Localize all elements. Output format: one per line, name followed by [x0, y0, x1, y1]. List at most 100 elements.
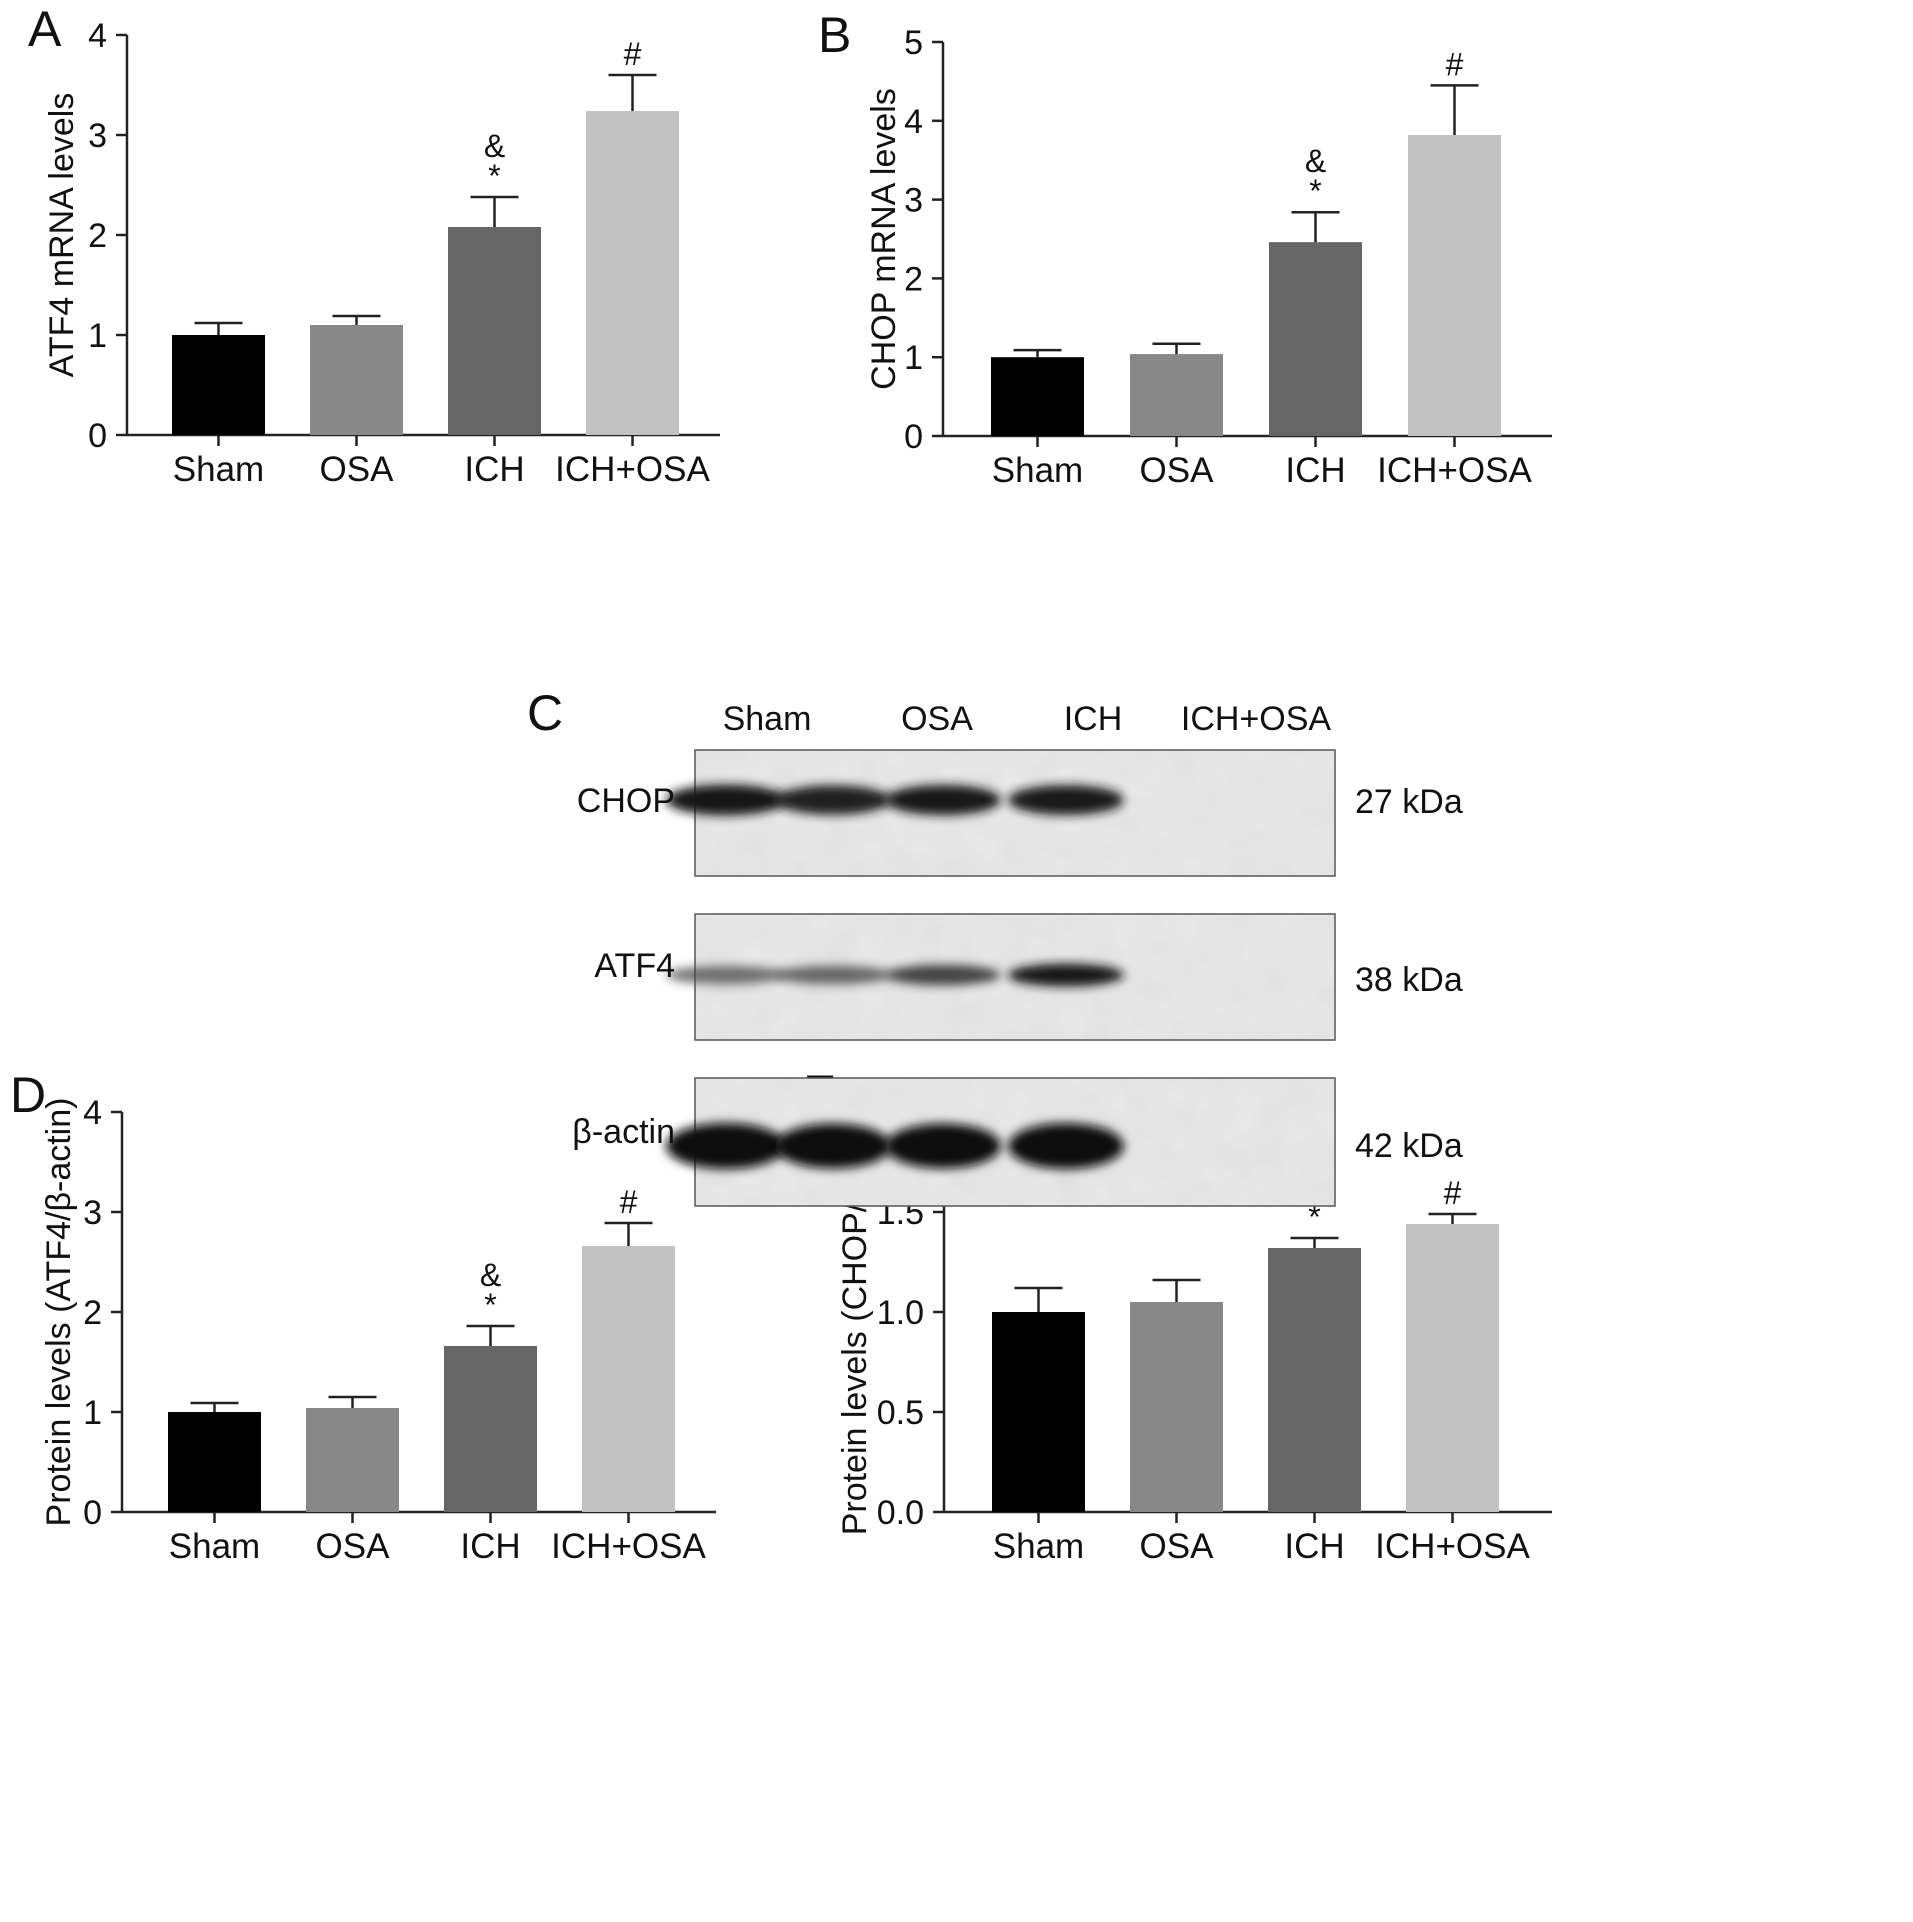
significance-marker: & [1305, 143, 1326, 179]
significance-marker: * [488, 158, 500, 194]
lane-label: OSA [901, 700, 973, 738]
x-tick-label: ICH+OSA [555, 450, 710, 489]
blot-strip-1: ATF4 38 kDa [594, 913, 1463, 1041]
y-tick-label: 0.0 [877, 1494, 924, 1532]
bar-ich-osa [582, 1246, 675, 1512]
y-tick-label: 2 [904, 260, 923, 298]
x-tick-label: OSA [320, 450, 395, 489]
protein-band [666, 965, 786, 985]
x-tick-label: Sham [993, 1527, 1084, 1566]
y-axis-label: CHOP mRNA levels [865, 88, 903, 390]
blot-row-label: ATF4 [594, 947, 675, 985]
y-tick-label: 4 [904, 103, 923, 141]
x-tick-label: Sham [992, 451, 1083, 490]
y-tick-label: 1.0 [877, 1294, 924, 1332]
y-tick-label: 0 [904, 418, 923, 456]
molecular-weight-label: 38 kDa [1355, 961, 1463, 999]
y-tick-label: 0 [83, 1494, 102, 1532]
significance-marker: # [624, 36, 642, 72]
significance-marker: # [1444, 1175, 1462, 1211]
y-tick-label: 2 [88, 217, 107, 255]
molecular-weight-label: 42 kDa [1355, 1127, 1463, 1165]
protein-band [885, 1123, 1001, 1169]
panel-letter: D [10, 1067, 46, 1123]
protein-band [1008, 963, 1124, 987]
bar-ich-osa [1406, 1224, 1499, 1512]
bar-ich-osa [1408, 134, 1501, 436]
bar-sham [172, 335, 265, 435]
protein-band [885, 784, 1001, 816]
x-tick-label: ICH [1285, 451, 1345, 490]
x-tick-label: Sham [169, 1527, 260, 1566]
panel-letter: B [818, 7, 851, 63]
x-tick-label: OSA [1140, 1527, 1215, 1566]
x-tick-label: OSA [1140, 451, 1215, 490]
bar-sham [168, 1412, 261, 1512]
protein-band [666, 1123, 786, 1169]
x-tick-label: ICH [460, 1527, 520, 1566]
lane-label: ICH+OSA [1181, 700, 1332, 738]
significance-marker: * [484, 1287, 496, 1323]
blot-row-label: β-actin [572, 1113, 675, 1151]
bar-sham [992, 1312, 1085, 1512]
y-tick-label: 0 [88, 417, 107, 455]
significance-marker: & [484, 128, 505, 164]
significance-marker: * [1309, 173, 1321, 209]
x-tick-label: OSA [316, 1527, 391, 1566]
y-tick-label: 3 [88, 117, 107, 155]
y-tick-label: 4 [88, 17, 107, 55]
bar-osa [310, 325, 403, 435]
lane-label: Sham [723, 700, 812, 738]
significance-marker: & [480, 1257, 501, 1293]
protein-band [885, 964, 1001, 986]
y-tick-label: 3 [83, 1194, 102, 1232]
bar-ich-osa [586, 111, 679, 435]
x-tick-label: Sham [173, 450, 264, 489]
blot-strip-0: CHOP 27 kDa [577, 749, 1463, 877]
bar-osa [1130, 1302, 1223, 1512]
y-tick-label: 1 [904, 339, 923, 377]
y-axis-label: ATF4 mRNA levels [43, 93, 81, 378]
lane-label: ICH [1064, 700, 1123, 738]
bar-osa [306, 1408, 399, 1512]
x-tick-label: ICH+OSA [1375, 1527, 1530, 1566]
y-tick-label: 3 [904, 182, 923, 220]
bar-sham [991, 357, 1084, 436]
significance-marker: # [1446, 46, 1464, 82]
x-tick-label: ICH [1284, 1527, 1344, 1566]
y-axis-label: Protein levels (ATF4/β-actin) [40, 1098, 78, 1527]
chart-panel-e: E0.00.51.01.52.0Protein levels (CHOP/β-a… [803, 1065, 1552, 1566]
molecular-weight-label: 27 kDa [1355, 783, 1463, 821]
blot-strip-2: β-actin 42 kDa [572, 1077, 1463, 1207]
y-tick-label: 0.5 [877, 1394, 924, 1432]
protein-band [775, 785, 891, 815]
protein-band [666, 784, 786, 816]
bar-ich [448, 227, 541, 435]
bar-ich [1268, 1248, 1361, 1512]
protein-band [1008, 785, 1124, 815]
western-blot-panel: C Sham OSA ICH ICH+OSA CHOP 27 kDa ATF4 38 kDa β-… [527, 685, 1463, 1207]
blot-strip-texture [696, 751, 1334, 875]
blot-row-label: CHOP [577, 782, 675, 820]
y-tick-label: 1 [88, 317, 107, 355]
y-tick-label: 4 [83, 1094, 102, 1132]
protein-band [1008, 1123, 1124, 1169]
x-tick-label: ICH+OSA [551, 1527, 706, 1566]
significance-marker: # [620, 1184, 638, 1220]
panel-letter: A [28, 1, 62, 57]
significance-marker: * [1308, 1199, 1320, 1235]
y-tick-label: 1 [83, 1394, 102, 1432]
bar-ich [1269, 242, 1362, 436]
x-tick-label: ICH+OSA [1377, 451, 1532, 490]
panel-letter: C [527, 685, 563, 741]
y-tick-label: 2 [83, 1294, 102, 1332]
protein-band [775, 1123, 891, 1169]
protein-band [775, 965, 891, 985]
bar-osa [1130, 354, 1223, 436]
bar-ich [444, 1346, 537, 1512]
y-tick-label: 5 [904, 24, 923, 62]
